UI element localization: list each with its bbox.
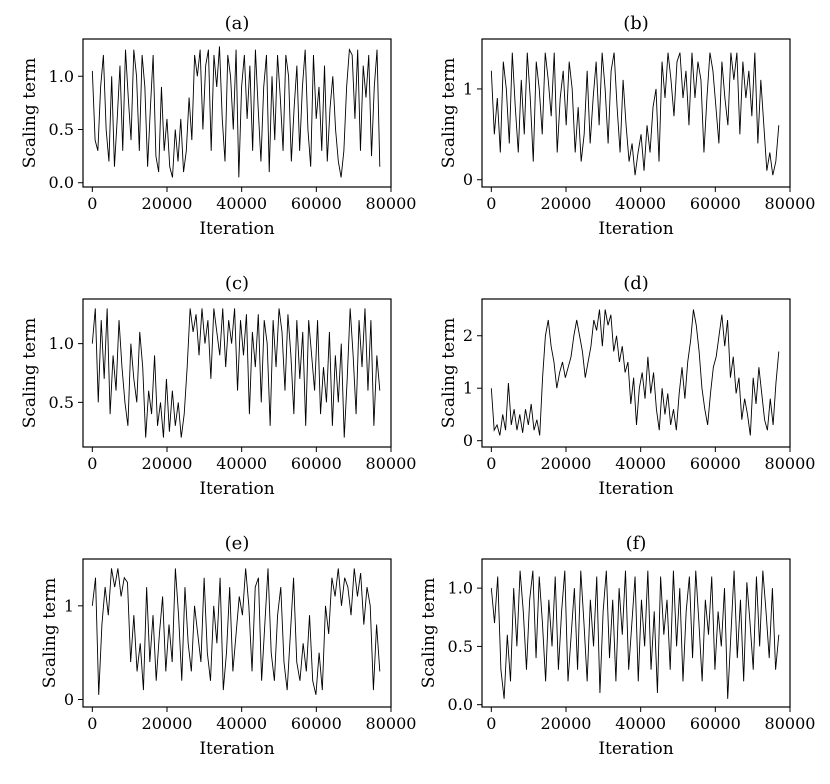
panel-a: 0 20000 40000 60000 80000 0.0 0.5 1.0 (a) Iterati… [20, 13, 416, 239]
x-tick-label-c-3: 60000 [291, 454, 342, 473]
panel-d: 0 20000 40000 60000 80000 0 1 2 (d) Iteration Scal… [439, 273, 815, 499]
x-tick-label-d-0: 0 [486, 454, 496, 473]
panel-f: 0 20000 40000 60000 80000 0.0 0.5 1.0 (f) Iterati… [419, 533, 815, 759]
panel-title-e: (e) [225, 533, 250, 554]
x-tick-label-e-1: 20000 [142, 714, 193, 733]
y-tick-label-e-1: 1 [64, 596, 74, 615]
x-tick-label-f-3: 60000 [690, 714, 741, 733]
x-tick-label-e-2: 40000 [216, 714, 267, 733]
panel-b: 0 20000 40000 60000 80000 0 1 (b) Iteration Scali… [439, 13, 815, 239]
x-tick-label-c-2: 40000 [216, 454, 267, 473]
x-tick-label-e-3: 60000 [291, 714, 342, 733]
x-tick-label-d-1: 20000 [541, 454, 592, 473]
x-tick-label-e-4: 80000 [366, 714, 417, 733]
plot-frame-a [82, 38, 392, 188]
y-tick-label-a-1: 0.5 [49, 120, 74, 139]
y-tick-label-a-0: 0.0 [49, 173, 74, 192]
y-axis-title-d: Scaling term [439, 318, 459, 429]
x-axis-title-b: Iteration [598, 219, 673, 239]
y-tick-label-d-0: 0 [463, 431, 473, 450]
plot-frame-f [481, 558, 791, 708]
y-tick-label-c-1: 1.0 [49, 334, 74, 353]
x-axis-title-a: Iteration [199, 219, 274, 239]
x-tick-label-a-2: 40000 [216, 194, 267, 213]
series-line-c-0 [91, 308, 381, 438]
x-tick-label-f-1: 20000 [541, 714, 592, 733]
panel-title-f: (f) [626, 533, 647, 554]
plot-frame-e [82, 558, 392, 708]
panel-c: 0 20000 40000 60000 80000 0.5 1.0 (c) Iteration S… [20, 273, 416, 499]
x-tick-label-d-3: 60000 [690, 454, 741, 473]
x-tick-label-b-0: 0 [486, 194, 496, 213]
x-axis-title-f: Iteration [598, 739, 673, 759]
y-tick-label-f-1: 0.5 [448, 637, 473, 656]
x-tick-label-b-3: 60000 [690, 194, 741, 213]
y-tick-label-e-0: 0 [64, 690, 74, 709]
y-axis-title-a: Scaling term [20, 58, 40, 169]
series-line-d-0 [490, 309, 780, 436]
x-tick-label-a-4: 80000 [366, 194, 417, 213]
x-tick-label-b-4: 80000 [765, 194, 816, 213]
x-axis-title-c: Iteration [199, 479, 274, 499]
x-tick-label-f-2: 40000 [615, 714, 666, 733]
series-line-a-0 [91, 46, 381, 178]
x-tick-label-f-4: 80000 [765, 714, 816, 733]
y-axis-title-b: Scaling term [439, 58, 459, 169]
series-line-e-0 [91, 568, 381, 695]
y-tick-label-a-2: 1.0 [49, 67, 74, 86]
y-tick-label-d-2: 2 [463, 326, 473, 345]
x-tick-label-c-4: 80000 [366, 454, 417, 473]
x-tick-label-d-2: 40000 [615, 454, 666, 473]
x-tick-label-e-0: 0 [87, 714, 97, 733]
x-tick-label-b-2: 40000 [615, 194, 666, 213]
x-tick-label-c-1: 20000 [142, 454, 193, 473]
y-axis-title-e: Scaling term [40, 578, 60, 689]
series-line-b-0 [490, 52, 780, 176]
panel-title-b: (b) [623, 13, 649, 34]
series-line-f-0 [490, 570, 780, 699]
x-tick-label-a-3: 60000 [291, 194, 342, 213]
y-tick-label-d-1: 1 [463, 379, 473, 398]
y-tick-label-c-0: 0.5 [49, 393, 74, 412]
y-tick-label-b-1: 1 [463, 79, 473, 98]
x-tick-label-b-1: 20000 [541, 194, 592, 213]
x-axis-title-d: Iteration [598, 479, 673, 499]
panel-title-d: (d) [623, 273, 649, 294]
x-tick-label-f-0: 0 [486, 714, 496, 733]
panel-e: 0 20000 40000 60000 80000 0 1 (e) Iteration Scali… [40, 533, 416, 759]
plot-frame-d [481, 298, 791, 448]
y-tick-label-b-0: 0 [463, 170, 473, 189]
y-tick-label-f-0: 0.0 [448, 695, 473, 714]
panel-title-c: (c) [225, 273, 249, 294]
x-axis-title-e: Iteration [199, 739, 274, 759]
x-tick-label-a-1: 20000 [142, 194, 193, 213]
plot-frame-c [82, 298, 392, 448]
x-tick-label-c-0: 0 [87, 454, 97, 473]
y-axis-title-f: Scaling term [419, 578, 439, 689]
x-tick-label-d-4: 80000 [765, 454, 816, 473]
x-tick-label-a-0: 0 [87, 194, 97, 213]
plot-frame-b [481, 38, 791, 188]
y-tick-label-f-2: 1.0 [448, 579, 473, 598]
y-axis-title-c: Scaling term [20, 318, 40, 429]
panel-title-a: (a) [225, 13, 250, 34]
